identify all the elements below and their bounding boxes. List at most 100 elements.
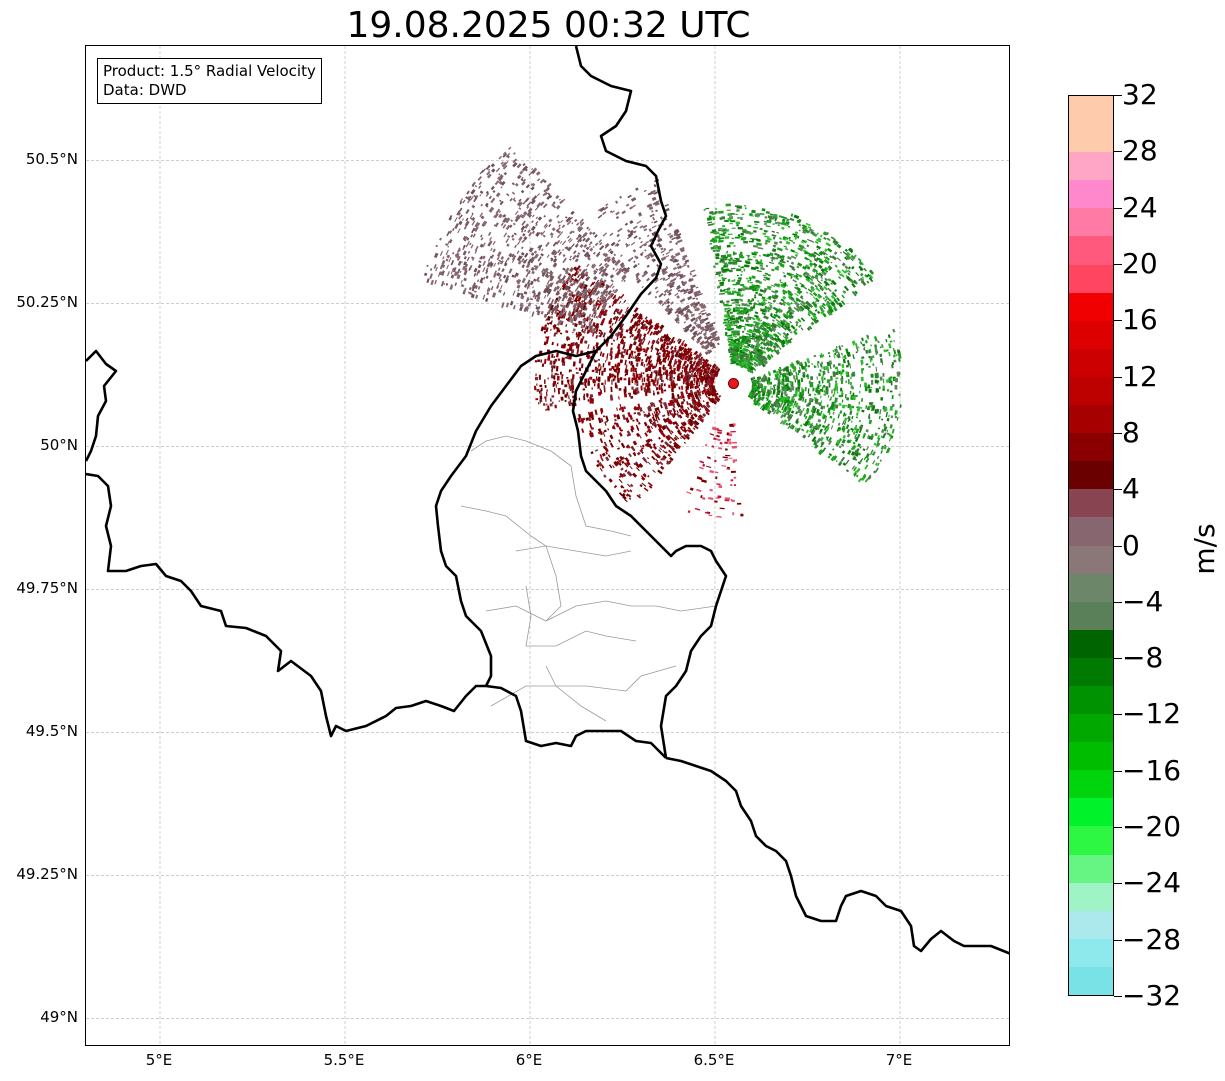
echo-cell bbox=[865, 363, 869, 366]
echo-cell bbox=[787, 387, 790, 390]
echo-cell bbox=[787, 371, 792, 377]
echo-cell bbox=[692, 399, 696, 404]
echo-cell bbox=[598, 313, 602, 318]
echo-cell bbox=[731, 331, 735, 333]
echo-cell bbox=[790, 255, 797, 260]
echo-cell bbox=[523, 291, 528, 295]
echo-cell bbox=[805, 277, 811, 283]
echo-cell bbox=[632, 313, 638, 319]
echo-cell bbox=[782, 292, 786, 295]
echo-cell bbox=[605, 285, 609, 289]
echo-cell bbox=[782, 368, 786, 372]
echo-cell bbox=[721, 216, 726, 220]
echo-cell bbox=[632, 419, 635, 422]
echo-cell bbox=[608, 319, 613, 325]
echo-cell bbox=[847, 419, 850, 423]
echo-cell bbox=[805, 374, 809, 378]
echo-cell bbox=[663, 371, 665, 376]
echo-cell bbox=[551, 227, 556, 232]
echo-cell bbox=[465, 236, 469, 240]
echo-cell bbox=[876, 380, 880, 383]
echo-cell bbox=[894, 410, 897, 416]
echo-cell bbox=[503, 232, 508, 238]
echo-cell bbox=[665, 374, 668, 380]
echo-cell bbox=[578, 367, 582, 372]
echo-cell bbox=[842, 358, 846, 364]
echo-cell bbox=[771, 395, 774, 398]
echo-cell bbox=[561, 374, 564, 377]
echo-cell bbox=[895, 354, 898, 357]
echo-cell bbox=[883, 445, 887, 450]
echo-cell bbox=[845, 274, 848, 278]
echo-cell bbox=[589, 320, 593, 326]
echo-cell bbox=[852, 394, 856, 401]
echo-cell bbox=[714, 235, 721, 239]
echo-cell bbox=[616, 343, 621, 350]
echo-cell bbox=[866, 434, 870, 439]
echo-cell bbox=[487, 258, 491, 262]
echo-cell bbox=[576, 222, 580, 226]
echo-cell bbox=[614, 418, 617, 422]
echo-cell bbox=[599, 294, 604, 299]
echo-cell bbox=[529, 297, 534, 301]
echo-cell bbox=[783, 399, 786, 402]
echo-cell bbox=[595, 252, 601, 258]
echo-cell bbox=[684, 355, 689, 361]
echo-cell bbox=[713, 265, 716, 268]
echo-cell bbox=[597, 431, 601, 435]
echo-cell bbox=[548, 297, 552, 302]
echo-cell bbox=[822, 297, 826, 300]
echo-cell bbox=[656, 348, 660, 352]
echo-cell bbox=[720, 258, 724, 262]
echo-cell bbox=[579, 320, 583, 326]
echo-cell bbox=[823, 366, 826, 371]
echo-cell bbox=[813, 408, 816, 411]
echo-cell bbox=[833, 354, 836, 359]
echo-cell bbox=[683, 362, 686, 366]
echo-cell bbox=[780, 414, 784, 419]
map-canvas bbox=[86, 46, 1009, 1045]
echo-cell bbox=[502, 274, 507, 279]
echo-cell bbox=[662, 454, 667, 460]
echo-cell bbox=[601, 332, 604, 336]
echo-cell bbox=[632, 341, 637, 346]
echo-cell bbox=[602, 268, 607, 273]
echo-cell bbox=[845, 364, 849, 368]
echo-cell bbox=[703, 367, 707, 373]
echo-cell bbox=[698, 366, 702, 372]
echo-cell bbox=[635, 373, 639, 379]
echo-cell bbox=[435, 266, 438, 272]
echo-cell bbox=[724, 314, 729, 318]
echo-cell bbox=[678, 346, 682, 350]
echo-cell bbox=[871, 379, 874, 385]
echo-cell bbox=[763, 377, 765, 381]
echo-cell bbox=[790, 363, 796, 370]
echo-cell bbox=[615, 370, 618, 373]
echo-cell bbox=[729, 222, 733, 225]
echo-cell bbox=[797, 247, 801, 251]
echo-cell bbox=[722, 231, 727, 234]
echo-cell bbox=[583, 395, 586, 401]
echo-cell bbox=[747, 320, 750, 323]
echo-cell bbox=[789, 217, 795, 222]
echo-cell bbox=[747, 258, 751, 261]
echo-cell bbox=[801, 246, 806, 250]
echo-cell bbox=[680, 391, 684, 397]
echo-cell bbox=[801, 284, 805, 287]
echo-cell bbox=[463, 269, 468, 276]
echo-cell bbox=[567, 246, 572, 252]
echo-cell bbox=[656, 423, 662, 430]
echo-cell bbox=[818, 264, 823, 269]
echo-cell bbox=[546, 194, 552, 200]
echo-cell bbox=[879, 459, 882, 462]
echo-cell bbox=[607, 454, 611, 458]
echo-cell bbox=[827, 395, 829, 398]
echo-cell bbox=[638, 493, 641, 497]
echo-cell bbox=[598, 269, 604, 275]
echo-cell bbox=[874, 350, 879, 355]
echo-cell bbox=[832, 364, 836, 368]
echo-cell bbox=[540, 393, 543, 396]
echo-cell bbox=[581, 335, 585, 340]
echo-cell bbox=[531, 270, 535, 275]
map-area[interactable] bbox=[85, 45, 1010, 1046]
